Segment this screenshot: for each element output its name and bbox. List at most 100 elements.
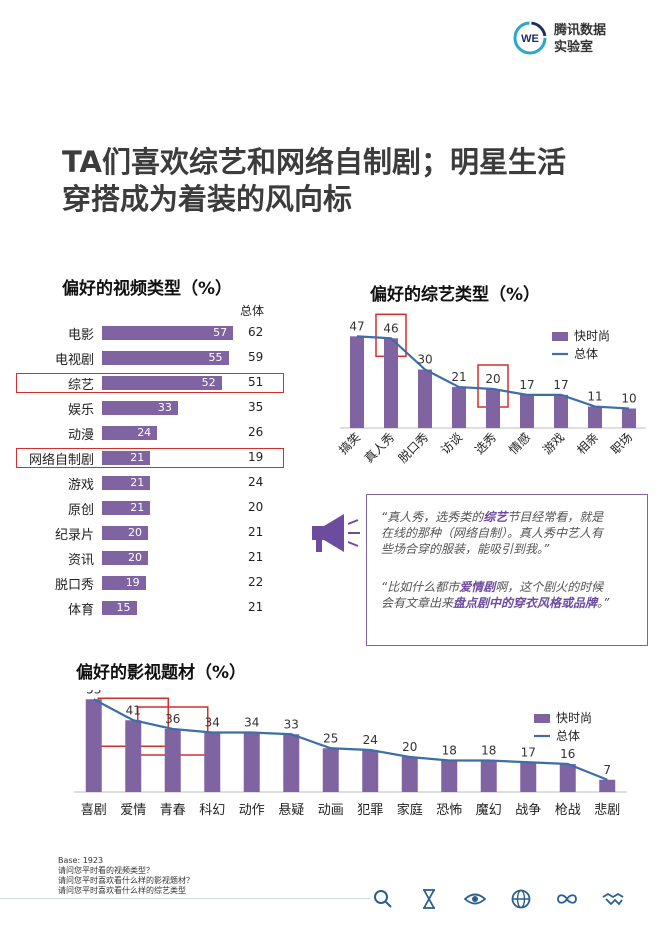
bar — [401, 757, 418, 792]
bar-value-label: 15 — [116, 601, 131, 614]
bar-value-label: 21 — [130, 451, 145, 464]
base-line2: 请问您平时看的视频类型？ — [58, 866, 154, 875]
bar — [85, 699, 102, 792]
eye-icon — [464, 893, 486, 905]
tick-label: 魔幻 — [476, 803, 502, 818]
data-label: 20 — [402, 740, 417, 754]
tick-label: 情感 — [506, 430, 534, 458]
variety-types-title: 偏好的综艺类型（%） — [370, 285, 541, 305]
total-value-label: 24 — [248, 475, 264, 489]
bar — [362, 750, 379, 792]
bar — [102, 426, 158, 440]
bar — [102, 526, 148, 540]
data-label: 36 — [165, 712, 180, 726]
tick-label: 真人秀 — [362, 430, 397, 465]
video-types-title: 偏好的视频类型（%） — [62, 279, 233, 299]
data-label: 17 — [553, 378, 568, 392]
tick-label: 职场 — [608, 430, 635, 457]
category-label: 脱口秀 — [54, 578, 94, 593]
data-label: 34 — [205, 716, 220, 730]
data-label: 53 — [86, 690, 101, 696]
bar — [125, 720, 142, 792]
bar — [480, 760, 497, 792]
data-label: 7 — [603, 763, 611, 777]
total-value-label: 20 — [248, 500, 264, 514]
infinity-icon — [557, 894, 577, 904]
tick-label: 家庭 — [397, 802, 423, 818]
data-label: 34 — [244, 716, 259, 730]
bar — [283, 734, 300, 792]
category-label: 电影 — [67, 328, 94, 343]
logo-line2: 实验室 — [554, 40, 594, 55]
tick-label: 犯罪 — [357, 803, 383, 818]
tencent-data-lab-logo: WE 腾讯数据 实验室 — [512, 20, 608, 64]
bar — [418, 369, 432, 428]
legend-label: 总体 — [556, 729, 580, 743]
bar — [441, 760, 458, 792]
theme-types-chart: 53 41 36 34 34 33 25 24 20 18 18 17 16 7 喜剧爱情青春科幻动作悬疑动… — [74, 690, 627, 818]
data-label: 18 — [481, 744, 496, 758]
tick-label: 动作 — [239, 803, 265, 818]
bar — [554, 394, 568, 428]
category-label: 游戏 — [67, 478, 94, 493]
headline-line2: 穿搭成为着装的风向标 — [62, 182, 353, 216]
data-label: 17 — [521, 745, 536, 759]
bar-value-label: 52 — [201, 376, 216, 389]
base-line3: 请问您平时喜欢看什么样的影视题材？ — [58, 876, 194, 885]
category-label: 纪录片 — [54, 528, 94, 543]
base-line1: Base: 1923 — [58, 856, 104, 865]
bar — [384, 338, 398, 428]
data-label: 16 — [560, 747, 575, 761]
bar — [559, 764, 576, 792]
highlight-box — [16, 448, 284, 468]
bar — [350, 336, 364, 428]
total-value-label: 21 — [248, 525, 264, 539]
bar — [204, 732, 221, 792]
bar — [243, 732, 260, 792]
category-label: 电视剧 — [54, 353, 94, 368]
legend-label: 快时尚 — [574, 329, 610, 343]
megaphone-icon — [312, 514, 360, 552]
data-label: 10 — [621, 392, 636, 406]
total-value-label: 59 — [248, 350, 264, 364]
bar-value-label: 20 — [128, 551, 142, 564]
tick-label: 悲剧 — [594, 802, 620, 818]
legend-label: 总体 — [574, 347, 598, 361]
tick-label: 青春 — [160, 803, 186, 818]
bar — [102, 326, 234, 340]
hourglass-icon — [423, 889, 435, 909]
bar — [102, 576, 146, 590]
bar-value-label: 19 — [125, 576, 140, 589]
data-label: 41 — [126, 703, 141, 717]
quote-2: “比如什么都市爱情剧啊，这个剧火的时候 会有文章出来盘点剧中的穿衣风格或品牌。” — [381, 580, 610, 610]
bar — [452, 387, 466, 428]
search-icon — [374, 890, 392, 908]
total-value-label: 19 — [248, 450, 264, 464]
bar — [599, 779, 616, 792]
bar — [322, 748, 339, 792]
handshake-icon — [602, 892, 624, 906]
data-label: 11 — [587, 390, 602, 404]
category-label: 网络自制剧 — [28, 453, 94, 468]
base-notes: Base: 1923 请问您平时看的视频类型？ 请问您平时喜欢看什么样的影视题材… — [58, 856, 194, 896]
series-line-total — [356, 335, 630, 410]
bar — [102, 601, 137, 615]
logo-line1: 腾讯数据 — [554, 23, 607, 38]
footer-divider — [0, 898, 370, 899]
data-label: 25 — [323, 731, 338, 745]
highlight-box — [16, 373, 284, 393]
tick-label: 科幻 — [199, 803, 225, 818]
bar — [486, 389, 500, 428]
bar — [102, 451, 151, 465]
bar — [102, 376, 222, 390]
category-label: 娱乐 — [67, 403, 94, 418]
bar-value-label: 33 — [157, 401, 172, 414]
legend-swatch-bar — [552, 332, 568, 341]
bar — [164, 729, 181, 792]
bar — [622, 408, 636, 428]
data-label: 33 — [284, 717, 299, 731]
tick-label: 脱口秀 — [395, 430, 431, 466]
legend-label: 快时尚 — [556, 711, 592, 725]
total-value-label: 62 — [248, 325, 264, 339]
